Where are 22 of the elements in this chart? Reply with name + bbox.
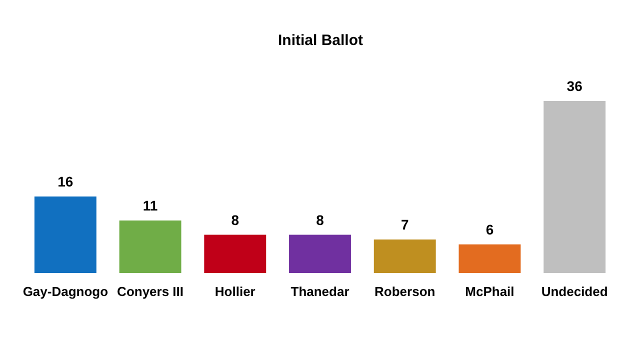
data-label: 11 (142, 197, 158, 214)
x-tick-label: Conyers III (117, 284, 184, 299)
bar (119, 220, 182, 273)
data-label: 36 (566, 78, 583, 94)
x-tick-label: Roberson (374, 284, 436, 299)
bar (289, 234, 351, 273)
data-label: 8 (231, 212, 240, 228)
bar (458, 244, 521, 273)
data-label: 7 (400, 216, 409, 233)
data-label: 16 (58, 174, 74, 190)
bar (374, 240, 436, 273)
x-tick-label: McPhail (465, 284, 514, 299)
x-tick-label: Hollier (214, 284, 256, 299)
data-label: 8 (316, 212, 324, 228)
x-tick-label: Gay-Dagnogo (22, 284, 108, 299)
data-label: 6 (486, 221, 494, 238)
x-tick-label: Thanedar (290, 284, 350, 299)
bar (544, 101, 606, 273)
bar (34, 196, 96, 273)
chart-title: Initial Ballot (278, 32, 364, 49)
bar (204, 234, 266, 273)
x-tick-label: Undecided (541, 284, 608, 299)
